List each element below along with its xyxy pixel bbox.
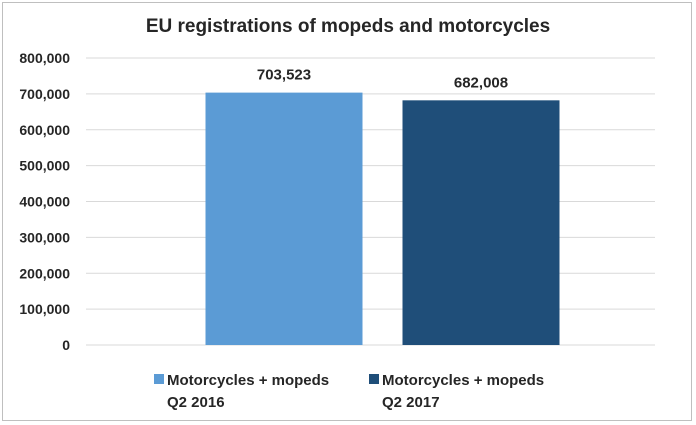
y-tick-label: 700,000 [19,86,70,102]
y-tick-label: 100,000 [19,301,70,317]
y-tick-label: 400,000 [19,194,70,210]
y-tick-label: 600,000 [19,122,70,138]
data-label: 703,523 [257,67,311,84]
legend-label: Motorcycles + mopeds [382,372,544,389]
y-tick-label: 300,000 [19,229,70,245]
y-tick-label: 800,000 [19,50,70,66]
legend-label: Q2 2017 [382,394,440,411]
y-tick-label: 500,000 [19,158,70,174]
bar [402,100,560,346]
y-tick-label: 200,000 [19,265,70,281]
bar [205,92,363,346]
data-label: 682,008 [454,74,508,91]
y-axis-ticks: 0 100,000 200,000 300,000 400,000 500,000 600,… [19,50,70,353]
data-labels: 703,523 682,008 [257,67,508,92]
gridlines [86,57,655,346]
chart-title: EU registrations of mopeds and motorcycl… [146,16,550,37]
legend-label: Motorcycles + mopeds [167,372,329,389]
legend-label: Q2 2016 [167,394,225,411]
legend-swatch [369,374,379,384]
legend-swatch [154,374,164,384]
bars [205,92,560,346]
legend: Motorcycles + mopeds Q2 2016 Motorcycles +… [154,372,544,411]
y-tick-label: 0 [62,337,70,353]
